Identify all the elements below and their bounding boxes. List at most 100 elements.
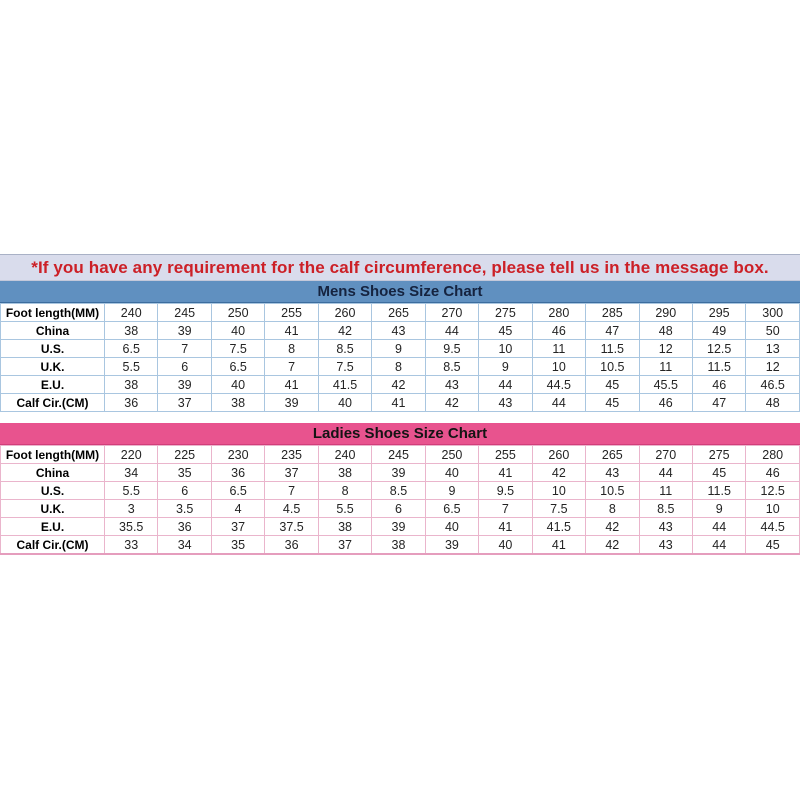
table-cell: 10.5 bbox=[585, 357, 640, 376]
table-cell: 6 bbox=[157, 357, 212, 376]
table-cell: 43 bbox=[424, 375, 480, 394]
table-cell: 255 bbox=[478, 445, 533, 464]
table-cell: 9 bbox=[424, 481, 480, 500]
table-cell: 240 bbox=[103, 303, 159, 322]
table-cell: 6.5 bbox=[210, 481, 266, 500]
table-cell: 3 bbox=[103, 499, 159, 518]
row-label: China bbox=[0, 463, 105, 482]
table-cell: 48 bbox=[638, 321, 693, 340]
table-cell: 8.5 bbox=[371, 481, 426, 500]
table-cell: 225 bbox=[157, 445, 212, 464]
table-cell: 38 bbox=[103, 375, 159, 394]
table-cell: 47 bbox=[585, 321, 640, 340]
table-cell: 37 bbox=[317, 535, 373, 555]
table-cell: 42 bbox=[424, 393, 480, 412]
table-spacer bbox=[0, 412, 800, 423]
table-cell: 230 bbox=[210, 445, 266, 464]
table-cell: 12.5 bbox=[745, 481, 800, 500]
ladies-table-body: Foot length(MM) 220 225 230 235 240 245 250 255 2… bbox=[0, 445, 800, 555]
table-cell: 265 bbox=[371, 303, 426, 322]
ladies-chart-title: Ladies Shoes Size Chart bbox=[312, 425, 488, 442]
table-cell: 42 bbox=[531, 463, 587, 482]
calf-circumference-notice: *If you have any requirement for the cal… bbox=[0, 254, 800, 281]
table-cell: 40 bbox=[210, 375, 266, 394]
table-cell: 37 bbox=[264, 463, 319, 482]
table-cell: 35 bbox=[210, 535, 266, 555]
table-cell: 45 bbox=[585, 393, 640, 412]
table-row: China 34 35 36 37 38 39 40 41 42 43 44 45 46 bbox=[0, 463, 800, 482]
table-cell: 270 bbox=[424, 303, 480, 322]
mens-table-body: Foot length(MM) 240 245 250 255 260 265 270 275 2… bbox=[0, 303, 800, 412]
table-cell: 260 bbox=[317, 303, 373, 322]
table-cell: 41 bbox=[264, 321, 319, 340]
table-cell: 12 bbox=[638, 339, 693, 358]
table-cell: 41 bbox=[264, 375, 319, 394]
table-cell: 220 bbox=[103, 445, 159, 464]
table-cell: 11.5 bbox=[585, 339, 640, 358]
table-cell: 49 bbox=[691, 321, 747, 340]
row-label: Foot length(MM) bbox=[0, 303, 105, 322]
table-cell: 34 bbox=[157, 535, 212, 555]
table-row: U.S. 6.5 7 7.5 8 8.5 9 9.5 10 11 11.5 12 12.5 13 bbox=[0, 339, 800, 358]
table-cell: 10 bbox=[531, 481, 587, 500]
table-cell: 7 bbox=[157, 339, 212, 358]
table-row: China 38 39 40 41 42 43 44 45 46 47 48 49 50 bbox=[0, 321, 800, 340]
table-cell: 10 bbox=[745, 499, 800, 518]
table-cell: 47 bbox=[691, 393, 747, 412]
table-cell: 41 bbox=[531, 535, 587, 555]
table-cell: 7 bbox=[478, 499, 533, 518]
table-cell: 11.5 bbox=[691, 357, 747, 376]
table-cell: 43 bbox=[371, 321, 426, 340]
table-cell: 3.5 bbox=[157, 499, 212, 518]
row-label: U.S. bbox=[0, 481, 105, 500]
table-cell: 9.5 bbox=[424, 339, 480, 358]
mens-chart-title-bar: Mens Shoes Size Chart bbox=[0, 281, 800, 303]
row-label: Calf Cir.(CM) bbox=[0, 535, 105, 555]
table-cell: 9 bbox=[371, 339, 426, 358]
row-label: E.U. bbox=[0, 375, 105, 394]
mens-chart-title: Mens Shoes Size Chart bbox=[317, 283, 483, 300]
table-cell: 43 bbox=[478, 393, 533, 412]
table-cell: 40 bbox=[424, 463, 480, 482]
table-cell: 6.5 bbox=[210, 357, 266, 376]
table-cell: 245 bbox=[371, 445, 426, 464]
table-cell: 8.5 bbox=[424, 357, 480, 376]
table-cell: 245 bbox=[157, 303, 212, 322]
table-cell: 270 bbox=[638, 445, 693, 464]
table-cell: 5.5 bbox=[317, 499, 373, 518]
table-cell: 240 bbox=[317, 445, 373, 464]
table-cell: 7.5 bbox=[210, 339, 266, 358]
table-cell: 33 bbox=[103, 535, 159, 555]
table-cell: 9 bbox=[691, 499, 747, 518]
table-row: U.S. 5.5 6 6.5 7 8 8.5 9 9.5 10 10.5 11 11.5 12.5 bbox=[0, 481, 800, 500]
table-cell: 44.5 bbox=[745, 517, 800, 536]
table-row: E.U. 38 39 40 41 41.5 42 43 44 44.5 45 45.5 46 46.5 bbox=[0, 375, 800, 394]
table-cell: 11 bbox=[531, 339, 587, 358]
table-row: U.K. 5.5 6 6.5 7 7.5 8 8.5 9 10 10.5 11 11.5 12 bbox=[0, 357, 800, 376]
table-cell: 45 bbox=[745, 535, 800, 555]
table-cell: 46 bbox=[691, 375, 747, 394]
table-cell: 38 bbox=[210, 393, 266, 412]
table-cell: 250 bbox=[210, 303, 266, 322]
table-cell: 40 bbox=[317, 393, 373, 412]
table-cell: 44 bbox=[478, 375, 533, 394]
table-cell: 44.5 bbox=[531, 375, 587, 394]
table-cell: 275 bbox=[691, 445, 747, 464]
table-cell: 46 bbox=[638, 393, 693, 412]
table-cell: 38 bbox=[317, 463, 373, 482]
table-cell: 45 bbox=[478, 321, 533, 340]
table-cell: 45 bbox=[691, 463, 747, 482]
table-cell: 45 bbox=[585, 375, 640, 394]
row-label: U.K. bbox=[0, 357, 105, 376]
table-row: Foot length(MM) 220 225 230 235 240 245 250 255 2… bbox=[0, 445, 800, 464]
table-cell: 36 bbox=[103, 393, 159, 412]
table-cell: 300 bbox=[745, 303, 800, 322]
table-cell: 36 bbox=[210, 463, 266, 482]
table-cell: 4.5 bbox=[264, 499, 319, 518]
table-cell: 8 bbox=[317, 481, 373, 500]
table-cell: 41 bbox=[478, 517, 533, 536]
table-cell: 42 bbox=[317, 321, 373, 340]
ladies-chart-title-bar: Ladies Shoes Size Chart bbox=[0, 423, 800, 445]
table-cell: 280 bbox=[531, 303, 587, 322]
table-cell: 37 bbox=[157, 393, 212, 412]
